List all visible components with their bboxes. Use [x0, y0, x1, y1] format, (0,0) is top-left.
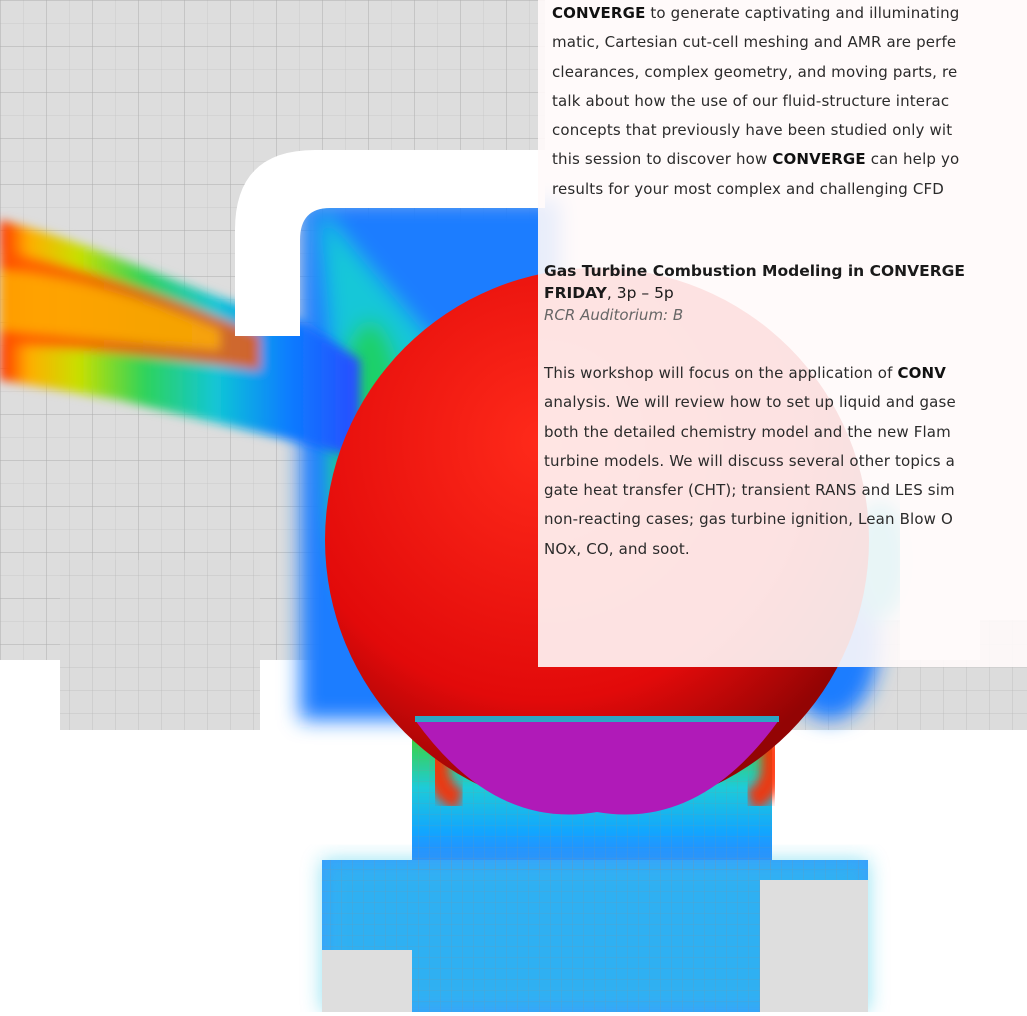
session-description-panel: CONVERGE to generate captivating and ill…	[538, 0, 1027, 667]
intro-line-6: this session to discover how	[552, 150, 773, 169]
body-line-2: analysis. We will review how to set up l…	[544, 393, 956, 412]
body-line-3: both the detailed chemistry model and th…	[544, 422, 951, 441]
session-body: This workshop will focus on the applicat…	[544, 359, 956, 564]
intro-line-7: results for your most complex and challe…	[552, 179, 944, 198]
session-room: RCR Auditorium: B	[544, 306, 684, 324]
brand-name: CONVERGE	[552, 4, 646, 22]
body-line-5: gate heat transfer (CHT); transient RANS…	[544, 481, 955, 500]
brand-name: CONVERGE	[772, 150, 866, 169]
body-line-1: This workshop will focus on the applicat…	[544, 364, 898, 382]
body-line-4: turbine models. We will discuss several …	[544, 451, 955, 470]
session-time: FRIDAY, 3p – 5p	[544, 284, 674, 302]
intro-line-2: matic, Cartesian cut-cell meshing and AM…	[552, 33, 957, 52]
intro-line-6-tail: can help yo	[865, 150, 960, 169]
intro-line-4: talk about how the use of our fluid-stru…	[552, 91, 950, 110]
body-line-6: non-reacting cases; gas turbine ignition…	[544, 510, 953, 529]
session-title: Gas Turbine Combustion Modeling in CONVE…	[544, 262, 965, 280]
intro-line-5: concepts that previously have been studi…	[552, 121, 953, 140]
session-day: FRIDAY	[544, 284, 607, 302]
intro-line-1: to generate captivating and illuminating	[645, 4, 960, 22]
session-hours: , 3p – 5p	[606, 284, 674, 302]
intro-line-3: clearances, complex geometry, and moving…	[552, 62, 958, 81]
intro-paragraph: CONVERGE to generate captivating and ill…	[552, 0, 959, 204]
brand-name: CONV	[897, 364, 946, 382]
body-line-7: NOx, CO, and soot.	[544, 539, 690, 558]
